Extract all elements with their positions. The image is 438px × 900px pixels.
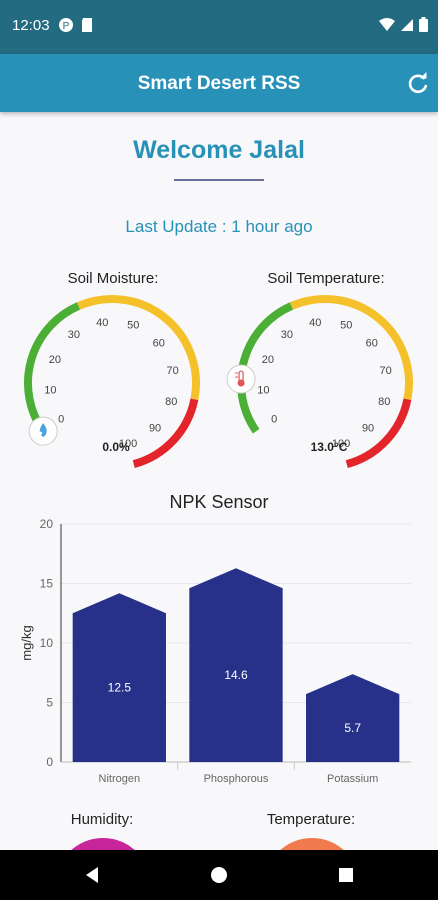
gauge-tick-label: 10 bbox=[44, 384, 56, 396]
y-tick-label: 20 bbox=[40, 517, 54, 531]
svg-text:P: P bbox=[63, 21, 70, 32]
bar-value-label: 12.5 bbox=[108, 681, 132, 695]
bar-potassium bbox=[306, 674, 400, 762]
gauge-yellow-band bbox=[76, 295, 200, 401]
gauge-tick-label: 10 bbox=[257, 384, 269, 396]
gauge-tick-label: 0 bbox=[271, 414, 277, 426]
thermometer-icon bbox=[226, 364, 256, 394]
bar-value-label: 14.6 bbox=[224, 668, 248, 682]
navigation-bar bbox=[0, 850, 438, 900]
gauge-tick-label: 90 bbox=[362, 423, 374, 435]
gauge-green-band bbox=[237, 302, 294, 434]
bar-nitrogen bbox=[72, 593, 166, 762]
gauge-tick-label: 30 bbox=[68, 329, 80, 341]
gauge-red-band bbox=[132, 398, 199, 468]
y-tick-label: 10 bbox=[40, 636, 54, 650]
wifi-icon bbox=[379, 17, 395, 31]
gauge-value: 13.0°C bbox=[311, 440, 348, 454]
gauge-tick-label: 70 bbox=[380, 365, 392, 377]
gauge-red-band bbox=[345, 398, 412, 468]
gauge-tick-label: 50 bbox=[127, 320, 139, 332]
gauge-yellow-band bbox=[289, 295, 413, 401]
gauge-tick-label: 60 bbox=[366, 337, 378, 349]
soil-moisture-label: Soil Moisture: bbox=[67, 270, 159, 287]
gauge-tick-label: 50 bbox=[340, 320, 352, 332]
gauge-tick-label: 0 bbox=[58, 414, 64, 426]
gauge-tick-label: 80 bbox=[165, 396, 177, 408]
x-tick-label: Nitrogen bbox=[99, 773, 141, 785]
divider bbox=[174, 179, 264, 181]
gauge-tick-label: 100 bbox=[332, 438, 350, 450]
gauge-tick-label: 100 bbox=[119, 438, 137, 450]
app-bar: Smart Desert RSS bbox=[0, 54, 438, 112]
soil-temperature-label: Soil Temperature: bbox=[267, 270, 385, 287]
npk-chart-title: NPK Sensor bbox=[169, 492, 269, 512]
status-bar: 12:03 P bbox=[0, 0, 438, 54]
gauge-tick-label: 40 bbox=[96, 317, 108, 329]
gauge-tick-label: 20 bbox=[49, 354, 61, 366]
gauge-green-band bbox=[24, 302, 81, 434]
gauge-tick-label: 70 bbox=[167, 365, 179, 377]
welcome-heading: Welcome Jalal bbox=[133, 136, 305, 164]
gauge-tick-label: 90 bbox=[149, 423, 161, 435]
gauge-value: 0.0% bbox=[102, 440, 130, 454]
water-drop-icon bbox=[28, 416, 58, 446]
last-update-text: Last Update : 1 hour ago bbox=[125, 217, 313, 236]
gauge-tick-label: 40 bbox=[309, 317, 321, 329]
battery-icon bbox=[419, 17, 428, 32]
y-tick-label: 0 bbox=[46, 755, 53, 769]
x-tick-label: Phosphorous bbox=[204, 773, 269, 785]
y-tick-label: 5 bbox=[46, 696, 53, 710]
gauge-tick-label: 80 bbox=[378, 396, 390, 408]
status-system-icons bbox=[379, 17, 428, 32]
humidity-label: Humidity: bbox=[70, 811, 134, 828]
gauge-tick-label: 30 bbox=[281, 329, 293, 341]
y-axis-label: mg/kg bbox=[19, 625, 34, 660]
gauge-tick-label: 60 bbox=[153, 337, 165, 349]
x-tick-label: Potassium bbox=[327, 773, 378, 785]
refresh-button[interactable] bbox=[404, 69, 432, 97]
y-tick-label: 15 bbox=[40, 577, 54, 591]
home-button[interactable] bbox=[209, 865, 229, 885]
signal-icon bbox=[401, 18, 413, 31]
bar-phosphorous bbox=[189, 568, 283, 762]
temperature-label: Temperature: bbox=[266, 811, 356, 828]
refresh-icon bbox=[408, 72, 428, 94]
recents-button[interactable] bbox=[336, 865, 356, 885]
app-title: Smart Desert RSS bbox=[137, 73, 301, 94]
status-time: 12:03 bbox=[12, 17, 50, 34]
notification-app-icon: P bbox=[59, 18, 73, 32]
npk-bar-chart: 0 5 10 15 20 mg/kg 12.5 Nitrogen 14.6 Phosphorous… bbox=[19, 517, 411, 785]
bar-value-label: 5.7 bbox=[344, 721, 361, 735]
back-button[interactable] bbox=[82, 865, 102, 885]
status-notification-icons: P bbox=[58, 17, 94, 33]
gauge-tick-label: 20 bbox=[262, 354, 274, 366]
sd-card-icon bbox=[82, 18, 92, 32]
